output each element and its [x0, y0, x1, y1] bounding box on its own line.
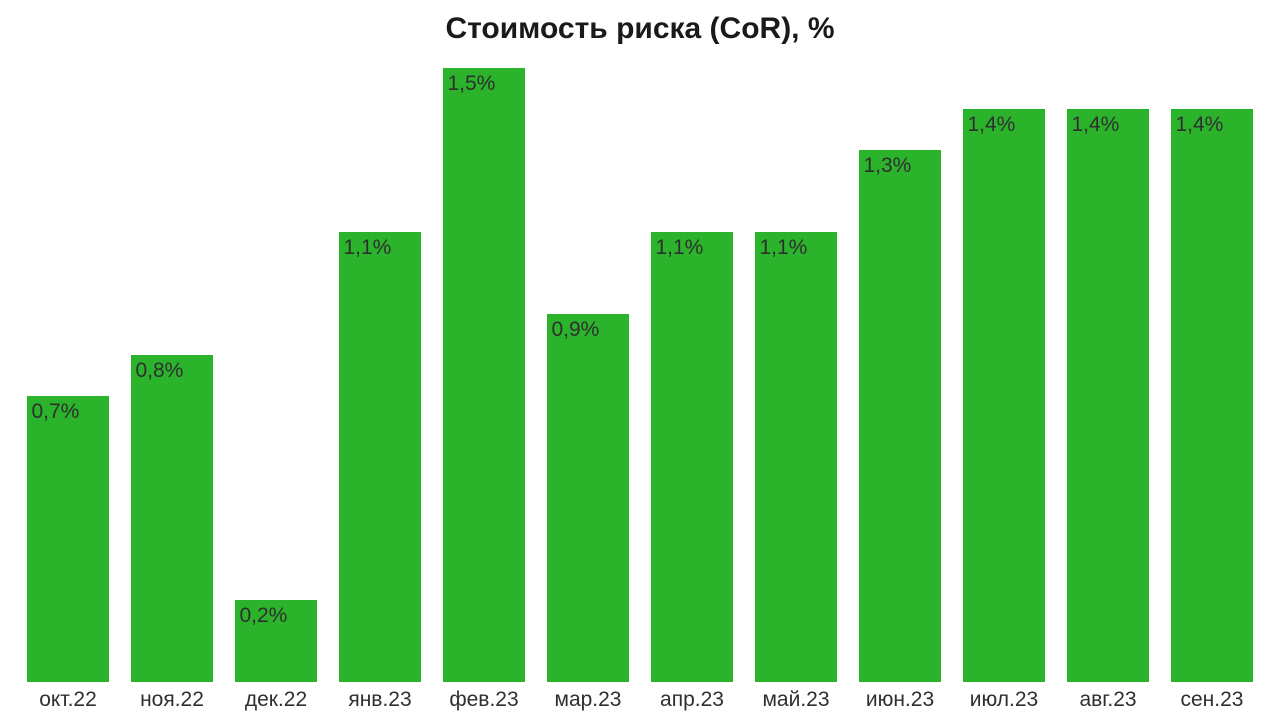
bar-value-label: 1,5% [447, 72, 495, 96]
bar-slot: 1,4% [1160, 48, 1264, 682]
bar-slot: 1,1% [744, 48, 848, 682]
bar-value-label: 1,4% [967, 113, 1015, 137]
bar-value-label: 1,1% [343, 236, 391, 260]
bar-value-label: 1,4% [1071, 113, 1119, 137]
bar-slot: 1,1% [328, 48, 432, 682]
bar: 1,4% [1171, 109, 1252, 682]
bar: 1,5% [443, 68, 524, 682]
bar: 0,8% [131, 355, 212, 682]
plot-area: 0,7% 0,8% 0,2% 1,1% 1,5% 0,9% 1,1% 1,1% 1,3% 1,4%… [12, 48, 1268, 682]
x-axis-tick: фев.23 [432, 688, 536, 712]
bar-slot: 0,2% [224, 48, 328, 682]
bar-value-label: 1,4% [1175, 113, 1223, 137]
bar: 1,1% [651, 232, 732, 682]
bar: 1,1% [755, 232, 836, 682]
bar-value-label: 0,7% [31, 400, 79, 424]
x-axis-tick: май.23 [744, 688, 848, 712]
bar-slot: 0,8% [120, 48, 224, 682]
x-axis-tick: сен.23 [1160, 688, 1264, 712]
bar-slot: 1,5% [432, 48, 536, 682]
bar-slot: 1,1% [640, 48, 744, 682]
bar: 0,2% [235, 600, 316, 682]
x-axis-tick: авг.23 [1056, 688, 1160, 712]
bar: 1,3% [859, 150, 940, 682]
bar-value-label: 0,2% [239, 604, 287, 628]
bar-slot: 1,4% [1056, 48, 1160, 682]
x-axis-tick: июл.23 [952, 688, 1056, 712]
bar-value-label: 0,9% [551, 318, 599, 342]
bar: 1,1% [339, 232, 420, 682]
x-axis-tick: мар.23 [536, 688, 640, 712]
x-axis-tick: дек.22 [224, 688, 328, 712]
x-axis: окт.22ноя.22дек.22янв.23фев.23мар.23апр.… [12, 682, 1268, 726]
bar-value-label: 1,3% [863, 154, 911, 178]
x-axis-tick: окт.22 [16, 688, 120, 712]
bar-slot: 0,9% [536, 48, 640, 682]
cor-bar-chart: Стоимость риска (CoR), % 0,7% 0,8% 0,2% 1,1… [0, 0, 1280, 726]
bar: 0,7% [27, 396, 108, 682]
x-axis-tick: апр.23 [640, 688, 744, 712]
bar-value-label: 1,1% [759, 236, 807, 260]
bar: 1,4% [963, 109, 1044, 682]
bar: 1,4% [1067, 109, 1148, 682]
x-axis-tick: июн.23 [848, 688, 952, 712]
x-axis-tick: ноя.22 [120, 688, 224, 712]
x-axis-tick: янв.23 [328, 688, 432, 712]
bar-value-label: 0,8% [135, 359, 183, 383]
bar-slot: 1,4% [952, 48, 1056, 682]
bar-slot: 0,7% [16, 48, 120, 682]
bar: 0,9% [547, 314, 628, 682]
bar-slot: 1,3% [848, 48, 952, 682]
chart-title: Стоимость риска (CoR), % [12, 12, 1268, 46]
bar-value-label: 1,1% [655, 236, 703, 260]
